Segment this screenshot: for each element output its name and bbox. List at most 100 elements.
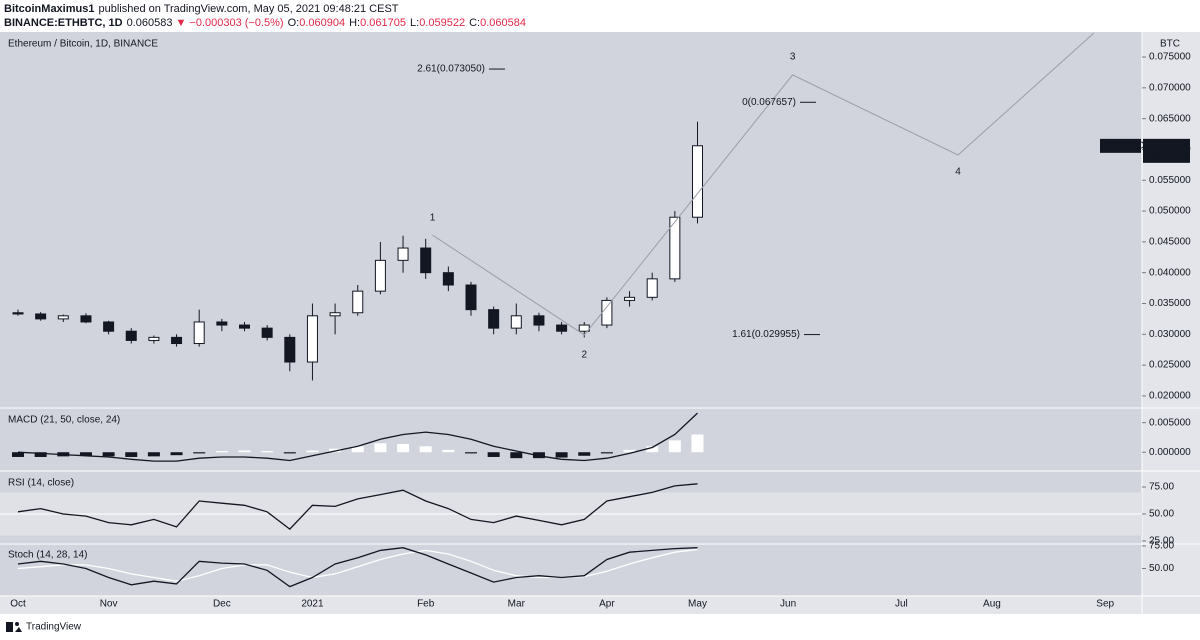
- x-tick-label: Mar: [508, 599, 526, 610]
- logo: [6, 622, 22, 632]
- histogram-bar: [668, 440, 681, 453]
- histogram-bar: [351, 446, 364, 453]
- histogram-bar: [34, 452, 47, 457]
- ohlc-key: C:: [469, 17, 480, 29]
- candle-body: [397, 247, 409, 261]
- histogram-bar: [193, 452, 206, 454]
- y-tick-label: 0.020000: [1149, 391, 1191, 402]
- histogram-bar: [102, 452, 115, 457]
- histogram-bar: [125, 452, 138, 457]
- histogram-bar: [646, 446, 659, 453]
- histogram-bar: [374, 443, 387, 453]
- axis-background: [1142, 32, 1200, 596]
- x-tick-label: Aug: [983, 599, 1001, 610]
- wave-label: 4: [955, 167, 961, 178]
- histogram-bar: [306, 450, 319, 453]
- x-tick-label: Dec: [213, 599, 231, 610]
- candle-body: [556, 324, 568, 332]
- histogram-bar: [600, 452, 613, 454]
- y-tick-label: 50.00: [1149, 563, 1174, 574]
- author: BitcoinMaximus1: [4, 3, 94, 15]
- fib-label: 2.61(0.073050): [417, 64, 485, 75]
- candle-body: [125, 330, 137, 341]
- y-tick-label: 50.00: [1149, 509, 1174, 520]
- candle-body: [103, 321, 115, 332]
- indicator-line: [17, 412, 698, 462]
- histogram-bar: [578, 452, 591, 456]
- time-axis-background: [0, 596, 1200, 614]
- y-tick-label: 75.00: [1149, 482, 1174, 493]
- candle-body: [57, 315, 69, 320]
- histogram-bar: [147, 452, 160, 457]
- x-tick-label: Oct: [10, 599, 26, 610]
- histogram-bar: [397, 443, 410, 453]
- candle-body: [329, 312, 341, 317]
- ohlc-key: L:: [410, 17, 419, 29]
- brand: TradingView: [26, 622, 82, 633]
- candle-body: [35, 313, 47, 320]
- x-tick-label: Apr: [599, 599, 615, 610]
- histogram-bar: [487, 452, 500, 457]
- y-tick-label: 0.075000: [1149, 52, 1191, 63]
- published: published on TradingView.com, May 05, 20…: [98, 3, 398, 15]
- histogram-bar: [510, 452, 523, 459]
- histogram-bar: [419, 446, 432, 453]
- candle-body: [624, 296, 636, 301]
- symbol-label: ETHBTC: [1104, 140, 1144, 151]
- indicator-line: [17, 547, 698, 588]
- y-tick-label: 0.040000: [1149, 267, 1191, 278]
- pane-title: Ethereum / Bitcoin, 1D, BINANCE: [8, 39, 158, 50]
- pane-title: RSI (14, close): [8, 478, 74, 489]
- symbol-line: BINANCE:ETHBTC, 1D 0.060583 ▼ −0.000303 (−…: [4, 17, 526, 29]
- wave-line: [432, 32, 1095, 336]
- candle-body: [669, 216, 681, 280]
- y-tick-label: 75.00: [1149, 541, 1174, 552]
- y-tick-label: 0.045000: [1149, 237, 1191, 248]
- candle-body: [284, 336, 296, 363]
- histogram-bar: [623, 449, 636, 453]
- header-line: BitcoinMaximus1 published on TradingView.…: [4, 3, 399, 15]
- histogram-bar: [465, 452, 477, 454]
- ohlc-key: O:: [288, 17, 300, 29]
- x-tick-label: Sep: [1096, 599, 1114, 610]
- ohlc-value: 0.061705: [360, 17, 406, 29]
- candle-body: [306, 315, 318, 363]
- candle-body: [488, 309, 500, 329]
- x-tick-label: Nov: [100, 599, 118, 610]
- y-tick-label: 0.035000: [1149, 298, 1191, 309]
- pane-title: MACD (21, 50, close, 24): [8, 415, 120, 426]
- candle-body: [601, 299, 613, 326]
- y-tick-label: 0.070000: [1149, 82, 1191, 93]
- candle-body: [193, 321, 205, 345]
- indicator-line: [17, 483, 698, 530]
- y-tick-label: 0.050000: [1149, 206, 1191, 217]
- y-tick-label: 0.055000: [1149, 175, 1191, 186]
- x-tick-label: 2021: [301, 599, 324, 610]
- candle-body: [420, 247, 432, 274]
- wave-label: 2: [581, 350, 587, 361]
- candle-body: [465, 284, 477, 311]
- candle-body: [171, 336, 183, 345]
- candle-body: [692, 145, 703, 218]
- x-tick-label: Jun: [780, 599, 796, 610]
- price-label: 0.060584: [1147, 140, 1189, 151]
- change: ▼ −0.000303 (−0.5%): [175, 17, 283, 29]
- candle-body: [352, 290, 364, 314]
- ohlc-value: 0.059522: [419, 17, 465, 29]
- histogram-bar: [261, 451, 274, 453]
- histogram-bar: [442, 449, 455, 453]
- histogram-bar: [79, 452, 92, 456]
- histogram-bar: [170, 452, 183, 456]
- candle-body: [374, 259, 386, 292]
- x-tick-label: Jul: [895, 599, 908, 610]
- fib-label: 1.61(0.029955): [732, 329, 800, 340]
- ohlc-value: 0.060584: [480, 17, 526, 29]
- candle-body: [533, 315, 545, 326]
- candle-body: [510, 315, 522, 329]
- ohlc-value: 0.060904: [299, 17, 345, 29]
- fib-label: 0(0.067657): [742, 97, 796, 108]
- candle-body: [261, 327, 273, 338]
- candle-body: [80, 315, 92, 323]
